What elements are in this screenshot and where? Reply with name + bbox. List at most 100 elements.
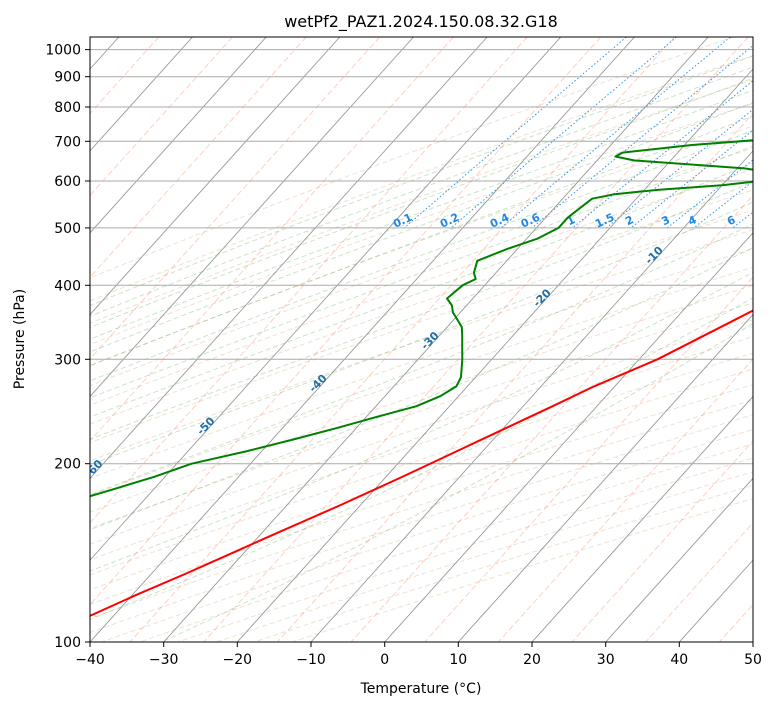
isotherm <box>90 37 341 316</box>
moist-adiabat <box>90 129 753 382</box>
x-tick-label: 10 <box>449 652 467 668</box>
dry-adiabat <box>90 229 753 462</box>
mixing-ratio-line <box>666 159 753 229</box>
isotherm-dashed <box>497 358 753 642</box>
dry-adiabat <box>90 266 753 496</box>
dry-adiabat <box>90 336 753 561</box>
x-tick-label: 30 <box>597 652 615 668</box>
isotherm <box>90 37 488 480</box>
x-tick-label: −30 <box>149 652 179 668</box>
isotherm-dashed <box>350 194 753 642</box>
x-tick-label: 20 <box>523 652 541 668</box>
isotherm <box>457 313 753 642</box>
isotherm-dashed <box>90 37 307 278</box>
x-tick-label: 50 <box>744 652 762 668</box>
isotherm <box>90 37 635 642</box>
x-axis: −40 −30 −20 −10 0 10 20 30 40 50 <box>75 642 762 668</box>
mixing-ratio-label: 6 <box>725 213 738 228</box>
moist-adiabat <box>90 145 753 399</box>
dry-adiabat <box>90 79 753 324</box>
mixing-ratio-line <box>500 37 731 229</box>
isotherm <box>90 37 562 561</box>
y-axis: 100 200 300 400 500 600 700 800 900 1000 <box>45 43 90 651</box>
mixing-ratio-label: 4 <box>686 213 699 228</box>
moist-adiabat <box>90 247 753 531</box>
dry-adiabat <box>90 302 753 529</box>
chart-title: wetPf2_PAZ1.2024.150.08.32.G18 <box>284 12 558 32</box>
plot-frame <box>89 36 754 643</box>
dry-adiabat <box>90 384 753 605</box>
isotherm-dashed <box>90 37 602 606</box>
isotherm-dashed <box>276 112 753 642</box>
y-tick-label: 200 <box>54 457 81 473</box>
isotherm <box>236 68 753 642</box>
y-axis-label: Pressure (hPa) <box>12 289 28 389</box>
dry-adiabat <box>90 352 753 576</box>
dry-adiabat <box>90 209 753 444</box>
dry-adiabat <box>90 168 753 406</box>
moist-adiabats <box>90 55 753 642</box>
isotherm <box>752 641 753 642</box>
moist-adiabat <box>90 115 753 367</box>
isotherm-dashed <box>129 37 675 642</box>
isotherm <box>90 37 267 234</box>
isobars <box>90 49 753 642</box>
moist-adiabat <box>90 223 753 496</box>
isotherm <box>678 559 753 642</box>
isotherm-label: -10 <box>643 244 666 267</box>
moist-adiabat <box>90 66 753 317</box>
isotherm-dashed <box>571 440 753 642</box>
isotherm <box>90 37 193 152</box>
dry-adiabat <box>90 147 753 387</box>
dewpoint-profile <box>90 139 753 498</box>
isotherm-dashed <box>203 37 749 642</box>
isotherm-dashed <box>90 37 233 197</box>
moist-adiabat <box>90 297 753 620</box>
dry-adiabat <box>90 55 753 302</box>
dry-adiabat <box>90 414 753 633</box>
mixing-ratio-line <box>450 37 677 229</box>
isotherm-dashed <box>645 522 753 642</box>
x-tick-label: −20 <box>223 652 253 668</box>
x-tick-label: 40 <box>670 652 688 668</box>
mixing-ratio-label: 3 <box>660 213 672 228</box>
mixing-ratio-line <box>761 37 775 228</box>
moist-adiabat <box>90 181 753 440</box>
isotherm-dashed <box>90 37 381 360</box>
profiles <box>90 139 753 617</box>
moist-adiabat <box>90 89 753 340</box>
temperature-profile <box>90 309 753 617</box>
isotherm <box>310 150 753 642</box>
dry-adiabat <box>90 248 753 479</box>
isotherm <box>605 477 753 642</box>
isotherms <box>0 37 753 642</box>
x-tick-label: −40 <box>75 652 105 668</box>
mixing-ratio-line <box>732 211 753 229</box>
isotherm-dashed <box>90 37 454 442</box>
mixing-ratio-line <box>572 80 753 229</box>
mixing-ratio-lines <box>403 37 775 229</box>
x-tick-label: 0 <box>380 652 389 668</box>
y-tick-label: 700 <box>54 134 81 150</box>
moist-adiabat <box>90 271 753 572</box>
dry-adiabat <box>90 284 753 513</box>
y-tick-label: 300 <box>54 352 81 368</box>
moist-adiabat <box>161 323 753 642</box>
dry-adiabat <box>90 102 753 346</box>
dry-adiabat <box>90 125 753 366</box>
y-tick-label: 1000 <box>45 43 81 59</box>
isotherm <box>531 395 753 642</box>
mixing-ratio-label: 8 <box>754 213 766 228</box>
y-tick-label: 900 <box>54 70 81 86</box>
moist-adiabat <box>90 55 753 307</box>
isotherm <box>163 37 709 642</box>
plot-area: -100-90-80-70-60-50-40-30-20-10010203040… <box>0 37 775 642</box>
x-axis-label: Temperature (°C) <box>360 681 482 697</box>
isotherm-dashed <box>0 37 12 642</box>
dry-adiabat <box>292 498 753 642</box>
isotherm-label: -30 <box>418 329 441 352</box>
mixing-ratio-line <box>531 44 753 229</box>
dry-adiabat <box>90 368 753 591</box>
